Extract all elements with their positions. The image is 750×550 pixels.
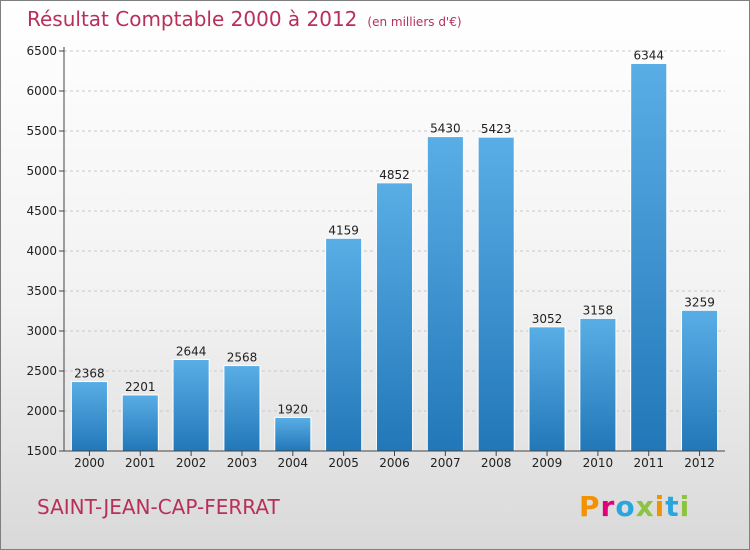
bar-2006	[375, 182, 414, 452]
value-label-2012: 3259	[684, 295, 715, 309]
bar-2009	[528, 326, 566, 452]
logo-letter: i	[679, 490, 691, 523]
logo-letter: x	[635, 490, 655, 523]
bar-2002	[172, 358, 210, 452]
value-label-2007: 5430	[430, 122, 461, 136]
bar-2012	[681, 309, 719, 452]
logo-letter: t	[665, 490, 680, 523]
y-tick-label: 2500	[26, 364, 57, 378]
x-tick-label-2012: 2012	[684, 456, 715, 470]
y-tick-label: 6000	[26, 84, 57, 98]
chart-title-text: Résultat Comptable 2000 à 2012	[27, 7, 358, 31]
x-tick-label-2010: 2010	[583, 456, 614, 470]
value-label-2008: 5423	[481, 122, 512, 136]
x-tick-label-2006: 2006	[379, 456, 410, 470]
logo-letter: P	[579, 490, 601, 523]
x-tick-label-2009: 2009	[532, 456, 563, 470]
bars	[70, 62, 719, 452]
y-tick-label: 2000	[26, 404, 57, 418]
chart-title: Résultat Comptable 2000 à 2012 (en millie…	[27, 7, 462, 31]
x-tick-label-2002: 2002	[176, 456, 207, 470]
logo-letter: r	[600, 490, 616, 523]
y-tick-label: 3500	[26, 284, 57, 298]
bar-2001	[121, 394, 159, 452]
y-tick-label: 5500	[26, 124, 57, 138]
value-label-2004: 1920	[278, 402, 309, 416]
value-label-2002: 2644	[176, 344, 207, 358]
value-label-2011: 6344	[633, 48, 664, 62]
y-tick-label: 5000	[26, 164, 57, 178]
bar-2011	[630, 62, 668, 452]
value-label-2009: 3052	[532, 312, 563, 326]
value-label-2000: 2368	[74, 367, 105, 381]
x-tick-label-2008: 2008	[481, 456, 512, 470]
bar-2004	[274, 416, 312, 452]
x-tick-label-2005: 2005	[328, 456, 359, 470]
bar-2000	[70, 381, 108, 452]
y-tick-label: 4500	[26, 204, 57, 218]
logo-letter: o	[615, 490, 636, 523]
value-label-2010: 3158	[583, 303, 614, 317]
x-tick-label-2001: 2001	[125, 456, 156, 470]
value-label-2005: 4159	[328, 223, 359, 237]
value-labels: 2368 2201 2644 2568 1920 4159 4852 5430 5423 3052…	[74, 48, 715, 416]
y-tick-label: 6500	[26, 44, 57, 58]
x-tick-label-2007: 2007	[430, 456, 461, 470]
axes: 1500 2000 2500 3000 3500 4000 4500 5000 5500 6000…	[26, 44, 725, 470]
bar-2008	[477, 136, 515, 452]
logo-letter: i	[654, 490, 666, 523]
x-tick-label-2000: 2000	[74, 456, 105, 470]
bar-2007	[426, 136, 464, 452]
proxiti-logo[interactable]: Proxiti	[579, 490, 690, 523]
y-tick-label: 1500	[26, 444, 57, 458]
x-tick-label-2004: 2004	[278, 456, 309, 470]
bar-2010	[579, 317, 617, 452]
x-tick-label-2003: 2003	[227, 456, 258, 470]
value-label-2001: 2201	[125, 380, 156, 394]
y-tick-label: 4000	[26, 244, 57, 258]
bar-2003	[223, 365, 261, 452]
chart-subtitle: (en milliers d'€)	[367, 15, 462, 29]
y-tick-label: 3000	[26, 324, 57, 338]
value-label-2003: 2568	[227, 351, 258, 365]
bar-2005	[325, 237, 363, 452]
x-tick-label-2011: 2011	[633, 456, 664, 470]
location-name: SAINT-JEAN-CAP-FERRAT	[37, 495, 280, 519]
value-label-2006: 4852	[379, 168, 410, 182]
